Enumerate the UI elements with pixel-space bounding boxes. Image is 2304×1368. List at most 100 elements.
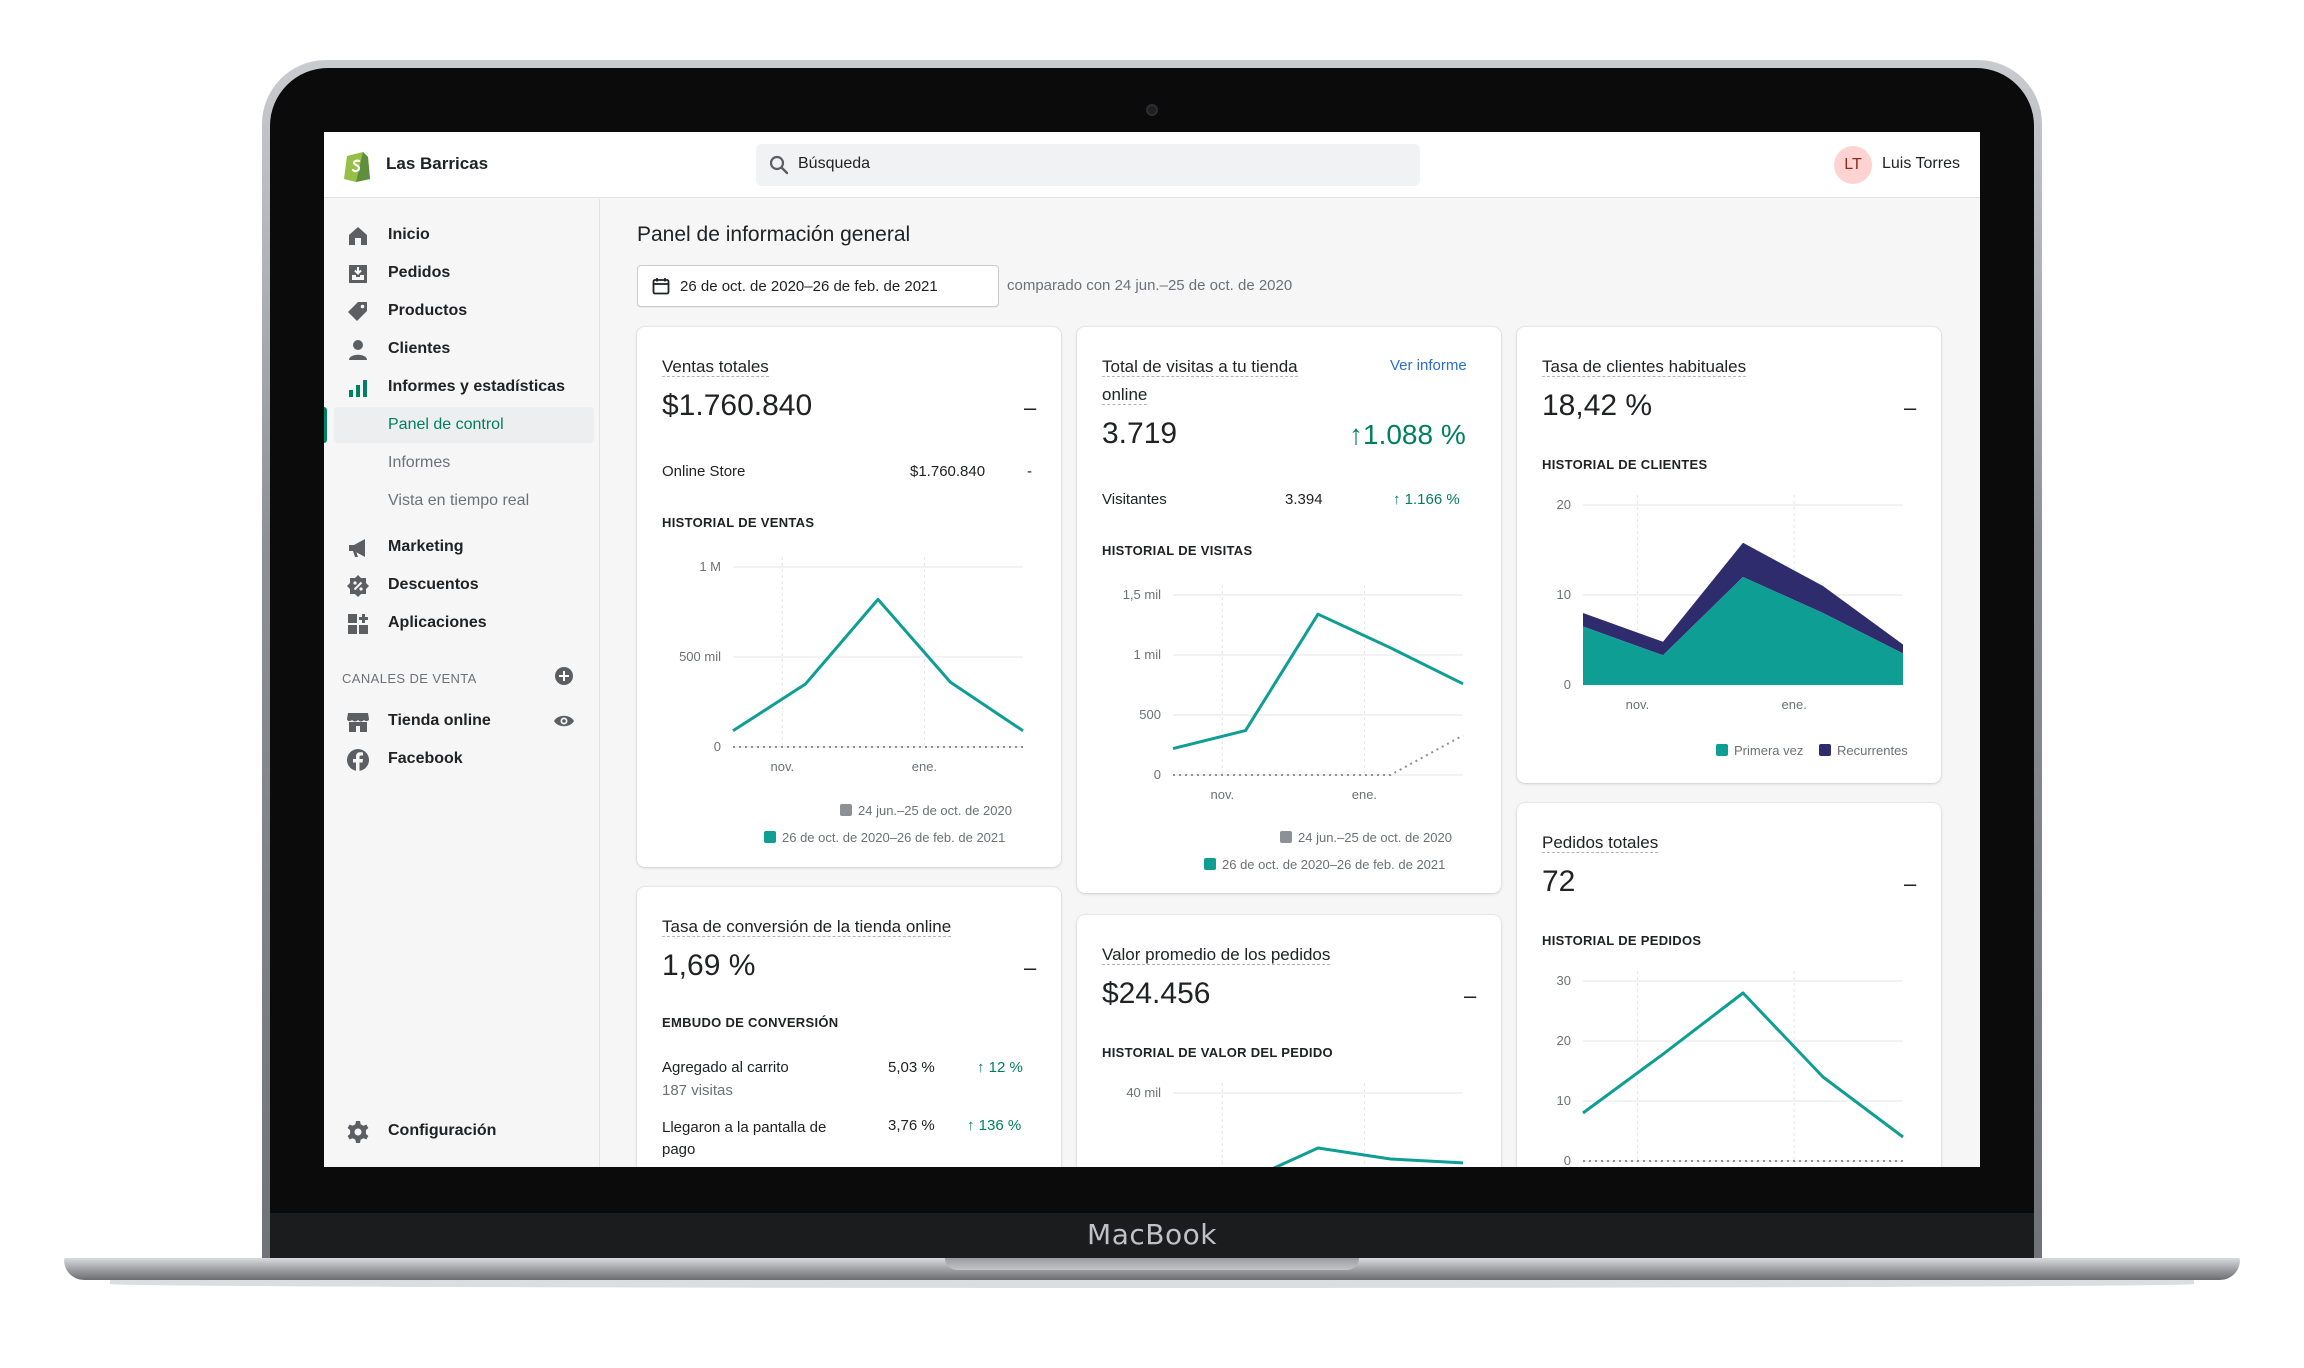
legend-returning: Recurrentes <box>1819 743 1908 758</box>
eye-icon[interactable] <box>553 711 575 731</box>
page-title: Panel de información general <box>637 223 911 246</box>
avatar[interactable]: LT <box>1834 146 1872 184</box>
store-icon <box>347 713 369 732</box>
x-tick-label: ene. <box>1352 787 1377 802</box>
orders-history-chart: 0 10 20 30 <box>1557 971 1904 1167</box>
legend-swatch <box>764 831 776 843</box>
sidebar-item-label: Pedidos <box>388 264 451 281</box>
legend-first-time: Primera vez <box>1716 743 1803 758</box>
conversion-change: – <box>1024 955 1037 980</box>
sidebar-subitem-vista-tiempo-real[interactable]: Vista en tiempo real <box>334 483 594 519</box>
x-tick-label: nov. <box>1210 787 1234 802</box>
sidebar-item-tienda-online[interactable]: Tienda online <box>324 703 600 739</box>
chart-caption: HISTORIAL DE VISITAS <box>1102 543 1253 558</box>
y-tick-label: 20 <box>1557 1033 1571 1048</box>
y-tick-label: 10 <box>1557 587 1571 602</box>
y-tick-label: 0 <box>1154 767 1161 782</box>
sidebar-item-inicio[interactable]: Inicio <box>324 217 600 253</box>
sidebar-item-marketing[interactable]: Marketing <box>324 529 600 565</box>
date-range-button[interactable]: 26 de oct. de 2020–26 de feb. de 2021 <box>637 265 999 307</box>
home-icon <box>349 227 367 245</box>
sidebar-item-label: Tienda online <box>388 712 491 729</box>
funnel-row-change: ↑ 12 % <box>977 1059 1023 1076</box>
chart-caption: HISTORIAL DE VENTAS <box>662 515 815 530</box>
laptop-shadow <box>110 1280 2194 1288</box>
y-tick-label: 500 mil <box>679 649 721 664</box>
visits-value: 3.719 <box>1102 417 1178 450</box>
funnel-row-sub: 187 visitas <box>662 1082 733 1099</box>
sidebar-item-informes-estadisticas[interactable]: Informes y estadísticas <box>324 369 600 405</box>
sidebar-item-descuentos[interactable]: Descuentos <box>324 567 600 603</box>
series-line-current <box>732 597 1024 733</box>
sidebar-item-label: Configuración <box>388 1122 497 1139</box>
card-total-orders: Pedidos totales 72 – HISTORIAL DE PEDIDO… <box>1517 803 1941 1167</box>
funnel-row-pct: 5,03 % <box>888 1059 935 1076</box>
card-title[interactable]: Valor promedio de los pedidos <box>1102 945 1331 965</box>
y-tick-label: 0 <box>1564 1153 1571 1167</box>
facebook-icon <box>347 749 369 771</box>
y-tick-label: 1 M <box>699 559 721 574</box>
legend-swatch <box>1204 858 1216 870</box>
online-store-change: - <box>1027 463 1032 480</box>
analytics-icon <box>349 380 367 397</box>
card-title[interactable]: Tasa de conversión de la tienda online <box>662 917 952 937</box>
card-title[interactable]: Ventas totales <box>662 357 769 377</box>
x-tick-label: nov. <box>1626 697 1650 712</box>
lid-notch <box>945 1258 1359 1270</box>
sidebar-item-facebook[interactable]: Facebook <box>324 741 600 777</box>
series-line-current <box>1172 612 1464 751</box>
y-tick-label: 1 mil <box>1134 647 1162 662</box>
sidebar-subitem-label: Informes <box>388 454 451 471</box>
sidebar-item-productos[interactable]: Productos <box>324 293 600 329</box>
sidebar: Inicio Pedidos Productos Clientes Inform… <box>324 199 600 1167</box>
sidebar-item-label: Informes y estadísticas <box>388 378 565 395</box>
y-tick-label: 20 <box>1557 497 1571 512</box>
person-icon <box>349 340 367 360</box>
area-returning <box>1583 542 1903 656</box>
chart-caption: HISTORIAL DE PEDIDOS <box>1542 933 1702 948</box>
legend-previous: 24 jun.–25 de oct. de 2020 <box>840 803 1012 818</box>
returning-rate-value: 18,42 % <box>1542 389 1653 422</box>
search-icon <box>769 155 789 175</box>
tag-icon <box>348 302 367 321</box>
sidebar-item-configuracion[interactable]: Configuración <box>324 1113 600 1149</box>
card-returning-customers: Tasa de clientes habituales 18,42 % – HI… <box>1517 327 1941 783</box>
sidebar-item-clientes[interactable]: Clientes <box>324 331 600 367</box>
funnel-row-pct: 3,76 % <box>888 1117 935 1134</box>
user-name[interactable]: Luis Torres <box>1882 155 1960 172</box>
store-name[interactable]: Las Barricas <box>386 154 489 173</box>
top-bar: Las Barricas Búsqueda LT Luis Torres <box>324 132 1980 198</box>
funnel-row-change: ↑ 136 % <box>967 1117 1022 1134</box>
megaphone-icon <box>349 539 365 557</box>
sidebar-item-aplicaciones[interactable]: Aplicaciones <box>324 605 600 641</box>
view-report-link[interactable]: Ver informe <box>1390 357 1467 374</box>
x-tick-label: ene. <box>912 759 937 774</box>
search-placeholder: Búsqueda <box>798 155 871 172</box>
returning-rate-change: – <box>1904 395 1917 420</box>
card-title[interactable]: Pedidos totales <box>1542 833 1659 853</box>
date-range-label: 26 de oct. de 2020–26 de feb. de 2021 <box>680 278 938 295</box>
card-total-sales: Ventas totales $1.760.840 – Online Store… <box>637 327 1061 867</box>
sidebar-item-label: Productos <box>388 302 468 319</box>
card-title[interactable]: Tasa de clientes habituales <box>1542 357 1747 377</box>
sidebar-subitem-label: Vista en tiempo real <box>388 492 530 509</box>
visits-change: ↑1.088 % <box>1349 419 1466 450</box>
search-input[interactable]: Búsqueda <box>756 144 1420 186</box>
sidebar-item-label: Aplicaciones <box>388 614 487 631</box>
sidebar-item-label: Marketing <box>388 538 464 555</box>
card-total-visits: Total de visitas a tu tienda online Ver … <box>1077 327 1501 893</box>
aov-value: $24.456 <box>1102 977 1211 1010</box>
y-tick-label: 500 <box>1139 707 1161 722</box>
area-first-time <box>1583 577 1903 685</box>
shopify-logo-icon[interactable] <box>342 148 372 182</box>
chart-caption: HISTORIAL DE VALOR DEL PEDIDO <box>1102 1045 1333 1060</box>
add-channel-icon[interactable] <box>554 666 574 686</box>
sidebar-subitem-informes[interactable]: Informes <box>334 445 594 481</box>
sidebar-item-pedidos[interactable]: Pedidos <box>324 255 600 291</box>
sidebar-subitem-panel-de-control[interactable]: Panel de control <box>334 407 594 443</box>
card-title[interactable]: Total de visitas a tu tienda online <box>1102 357 1298 405</box>
online-store-value: $1.760.840 <box>910 463 986 480</box>
legend-current: 26 de oct. de 2020–26 de feb. de 2021 <box>764 830 1005 845</box>
gear-icon <box>347 1121 369 1143</box>
